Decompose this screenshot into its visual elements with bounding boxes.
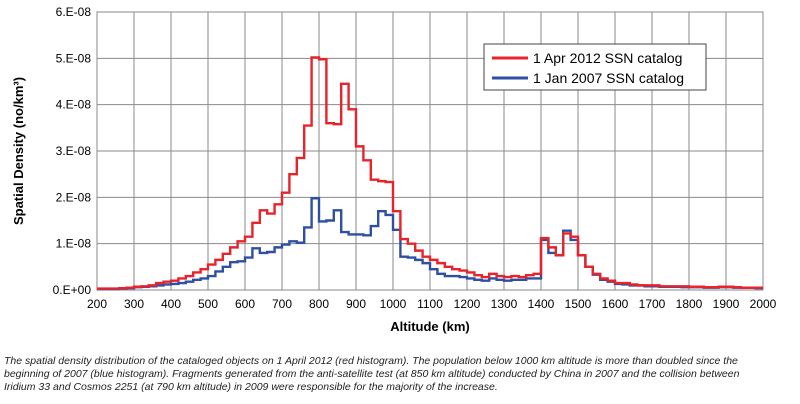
- plot-frame: [96, 11, 764, 291]
- caption-line: Iridium 33 and Cosmos 2251 (at 790 km al…: [4, 381, 498, 393]
- x-tick-label: 1000: [380, 297, 407, 311]
- x-tick-label: 600: [235, 297, 255, 311]
- x-tick-label: 700: [272, 297, 292, 311]
- x-tick-label: 200: [87, 297, 107, 311]
- caption-line: beginning of 2007 (blue histogram). Frag…: [4, 368, 740, 380]
- x-tick-label: 1800: [676, 297, 703, 311]
- x-tick-label: 1100: [417, 297, 443, 311]
- y-tick-labels: 0.E+00 1.E-08 2.E-08 3.E-08 4.E-08 5.E-08 6.E-…: [53, 5, 92, 297]
- x-tick-label: 900: [346, 297, 366, 311]
- y-tick-label: 6.E-08: [56, 5, 92, 19]
- x-tick-label: 800: [309, 297, 329, 311]
- series-line-1: [97, 197, 763, 291]
- y-tick-label: 1.E-08: [56, 237, 92, 251]
- x-tick-label: 500: [198, 297, 218, 311]
- x-tick-label: 1700: [639, 297, 666, 311]
- x-axis-title: Altitude (km): [390, 319, 469, 334]
- x-tick-label: 2000: [750, 297, 777, 311]
- x-tick-label: 400: [161, 297, 181, 311]
- y-axis-title: Spatial Density (no/km³): [11, 77, 26, 225]
- y-tick-label: 0.E+00: [53, 283, 92, 297]
- y-tick-label: 3.E-08: [56, 144, 92, 158]
- density-chart: 200 300 400 500 600 700 800 900 1000 1100 1200 1300…: [11, 5, 777, 334]
- x-tick-labels: 200 300 400 500 600 700 800 900 1000 1100 1200 1300…: [87, 297, 777, 311]
- x-tick-label: 1500: [565, 297, 592, 311]
- x-tick-label: 300: [124, 297, 144, 311]
- legend-label-2012: 1 Apr 2012 SSN catalog: [533, 50, 682, 66]
- series-layer: [97, 56, 763, 291]
- x-tick-label: 1300: [491, 297, 518, 311]
- x-tick-label: 1900: [713, 297, 740, 311]
- x-tick-label: 1200: [454, 297, 481, 311]
- x-tick-label: 1600: [602, 297, 629, 311]
- x-tick-label: 1400: [528, 297, 555, 311]
- figure-caption: The spatial density distribution of the …: [4, 355, 798, 394]
- y-tick-label: 4.E-08: [56, 98, 92, 112]
- legend: 1 Apr 2012 SSN catalog 1 Jan 2007 SSN ca…: [483, 43, 707, 91]
- legend-box: [483, 43, 707, 91]
- y-tick-label: 5.E-08: [56, 51, 92, 65]
- y-tick-label: 2.E-08: [56, 190, 92, 204]
- series-line-0: [97, 56, 763, 290]
- legend-label-2007: 1 Jan 2007 SSN catalog: [533, 70, 684, 86]
- caption-line: The spatial density distribution of the …: [4, 355, 738, 367]
